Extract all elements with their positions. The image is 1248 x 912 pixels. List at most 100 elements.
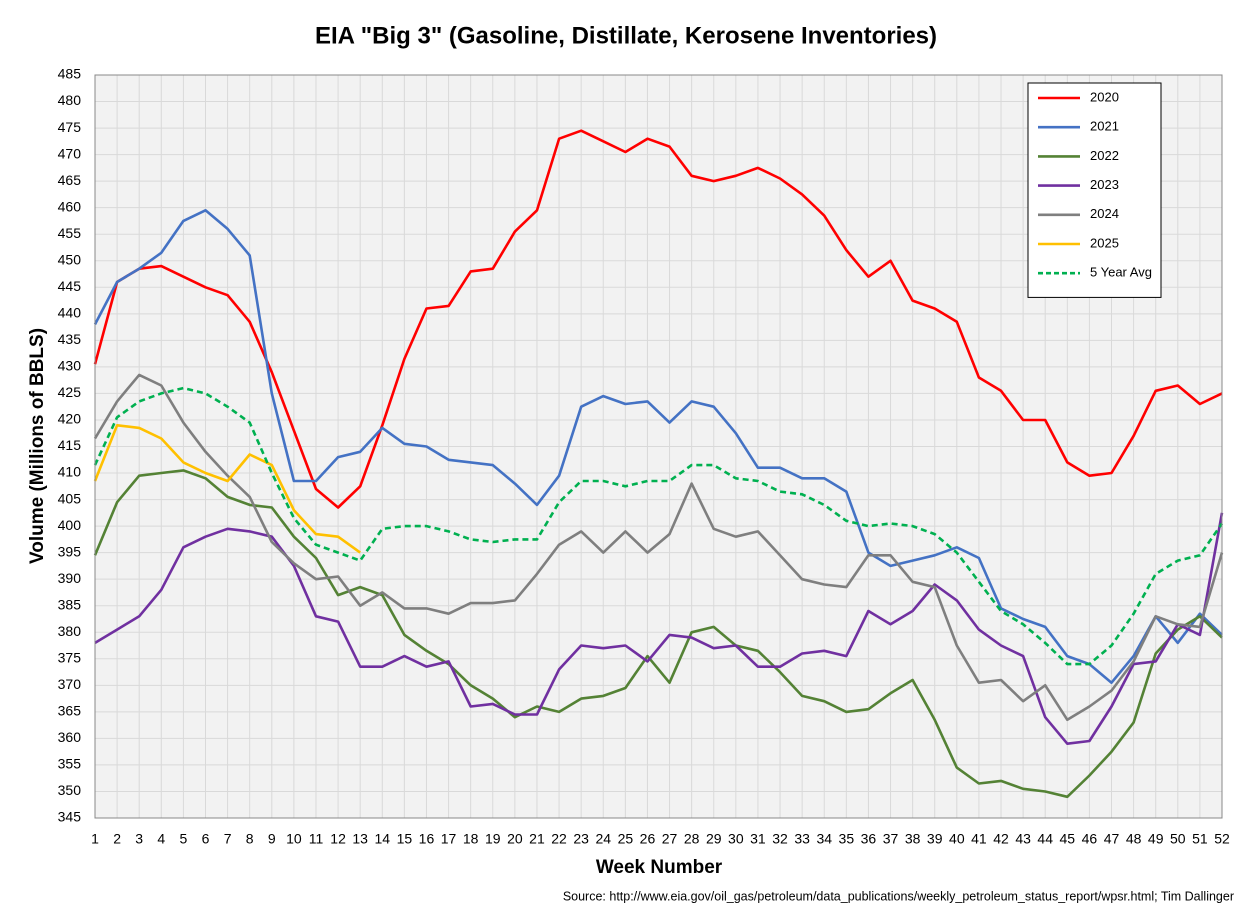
y-tick-label: 390	[58, 570, 82, 586]
x-tick-label: 39	[927, 831, 943, 847]
y-axis-label: Volume (Millions of BBLS)	[27, 328, 48, 564]
x-tick-label: 6	[202, 831, 210, 847]
series-line	[93, 373, 1224, 722]
legend-label: 2020	[1090, 89, 1119, 104]
y-tick-label: 465	[58, 172, 82, 188]
lines	[93, 129, 1224, 799]
x-tick-label: 34	[816, 831, 832, 847]
y-tick-label: 455	[58, 225, 82, 241]
x-tick-label: 12	[330, 831, 346, 847]
y-tick-label: 360	[58, 729, 82, 745]
x-tick-label: 47	[1104, 831, 1120, 847]
y-tick-label: 405	[58, 490, 82, 506]
x-tick-label: 4	[157, 831, 165, 847]
x-tick-label: 23	[573, 831, 589, 847]
x-tick-label: 19	[485, 831, 501, 847]
x-tick-label: 21	[529, 831, 545, 847]
x-tick-label: 1	[91, 831, 99, 847]
chart-title: EIA "Big 3" (Gasoline, Distillate, Keros…	[315, 22, 937, 49]
x-tick-label: 49	[1148, 831, 1164, 847]
y-tick-label: 410	[58, 464, 82, 480]
x-tick-label: 35	[839, 831, 855, 847]
y-tick-label: 350	[58, 782, 82, 798]
x-tick-label: 30	[728, 831, 744, 847]
y-tick-label: 380	[58, 623, 82, 639]
x-tick-label: 20	[507, 831, 523, 847]
y-tick-label: 365	[58, 703, 82, 719]
x-tick-label: 45	[1060, 831, 1076, 847]
x-tick-label: 43	[1015, 831, 1031, 847]
x-tick-label: 10	[286, 831, 302, 847]
series-line	[93, 424, 361, 554]
x-tick-label: 31	[750, 831, 766, 847]
x-tick-label: 52	[1214, 831, 1230, 847]
x-tick-label: 24	[595, 831, 611, 847]
x-tick-label: 50	[1170, 831, 1186, 847]
y-tick-label: 480	[58, 92, 82, 108]
series-line	[93, 129, 1223, 509]
x-tick-label: 33	[794, 831, 810, 847]
x-tick-label: 32	[772, 831, 788, 847]
x-tick-label: 8	[246, 831, 254, 847]
y-tick-label: 370	[58, 676, 82, 692]
legend: 2020 2021 2022 2023 2024 2025 5 Year Avg	[1027, 82, 1162, 298]
x-tick-label: 17	[441, 831, 457, 847]
y-tick-label: 425	[58, 384, 82, 400]
x-tick-label: 41	[971, 831, 987, 847]
legend-label: 5 Year Avg	[1090, 265, 1152, 280]
y-tick-label: 400	[58, 517, 82, 533]
x-tick-label: 38	[905, 831, 921, 847]
legend-label: 2023	[1090, 177, 1119, 192]
x-tick-label: 18	[463, 831, 479, 847]
y-tick-label: 355	[58, 756, 82, 772]
y-tick-label: 440	[58, 305, 82, 321]
y-tick-label: 415	[58, 437, 82, 453]
x-tick-label: 42	[993, 831, 1009, 847]
x-tick-label: 15	[397, 831, 413, 847]
x-axis-label: Week Number	[596, 857, 723, 878]
y-tick-label: 430	[58, 358, 82, 374]
y-tick-label: 485	[58, 66, 82, 82]
y-tick-label: 460	[58, 198, 82, 214]
x-tick-label: 48	[1126, 831, 1142, 847]
plot-frame	[94, 74, 1223, 819]
x-tick-label: 46	[1082, 831, 1098, 847]
y-tick-label: 450	[58, 251, 82, 267]
series-line	[93, 386, 1224, 666]
x-tick-label: 37	[883, 831, 899, 847]
legend-label: 2025	[1090, 235, 1119, 250]
x-tick-label: 28	[684, 831, 700, 847]
y-tick-label: 395	[58, 543, 82, 559]
source-note: Source: http://www.eia.gov/oil_gas/petro…	[563, 889, 1234, 903]
x-tick-label: 51	[1192, 831, 1208, 847]
x-tick-label: 36	[861, 831, 877, 847]
y-tick-label: 385	[58, 596, 82, 612]
x-tick-label: 22	[551, 831, 567, 847]
legend-label: 2024	[1090, 206, 1119, 221]
y-tick-label: 420	[58, 411, 82, 427]
series-line	[93, 209, 1223, 684]
x-tick-label: 2	[113, 831, 121, 847]
y-tick-label: 435	[58, 331, 82, 347]
x-tick-label: 13	[352, 831, 368, 847]
legend-label: 2021	[1090, 119, 1119, 134]
x-tick-label: 25	[618, 831, 634, 847]
x-tick-label: 16	[419, 831, 435, 847]
x-tick-label: 7	[224, 831, 232, 847]
x-tick-label: 27	[662, 831, 678, 847]
x-tick-label: 3	[135, 831, 143, 847]
y-tick-label: 375	[58, 649, 82, 665]
x-tick-label: 29	[706, 831, 722, 847]
y-tick-label: 345	[58, 809, 82, 825]
x-tick-label: 44	[1037, 831, 1053, 847]
y-tick-label: 475	[58, 119, 82, 135]
x-tick-label: 14	[374, 831, 390, 847]
y-tick-label: 470	[58, 145, 82, 161]
series-line	[93, 469, 1223, 799]
x-tick-label: 5	[179, 831, 187, 847]
x-tick-label: 26	[640, 831, 656, 847]
x-tick-label: 40	[949, 831, 965, 847]
legend-label: 2022	[1090, 148, 1119, 163]
legend-box	[1027, 82, 1162, 298]
